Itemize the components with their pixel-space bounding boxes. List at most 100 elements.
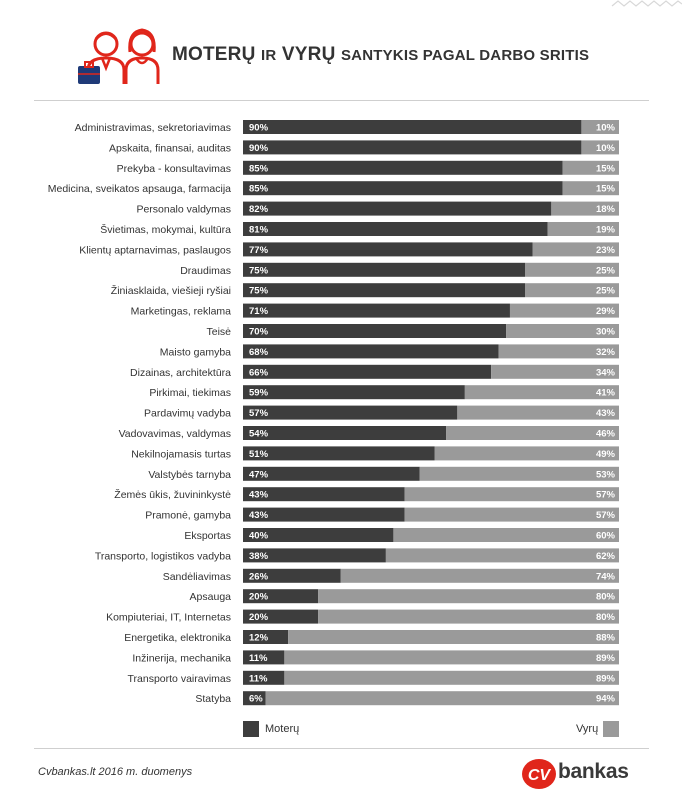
legend-swatch-men: [603, 721, 619, 737]
bar-men: [340, 568, 619, 583]
data-label-women: 71%: [249, 306, 269, 317]
data-label-men: 30%: [596, 327, 616, 338]
decorative-zigzag: [611, 0, 682, 7]
women-men-icon: [78, 28, 160, 84]
bar-men: [288, 630, 619, 644]
bar-women: [243, 609, 319, 624]
bar-men: [562, 160, 619, 175]
data-label-women: 20%: [249, 612, 269, 623]
data-label-men: 62%: [596, 551, 616, 562]
data-label-women: 54%: [249, 429, 269, 440]
data-label-women: 59%: [249, 388, 269, 399]
bar-men: [404, 487, 619, 502]
bar-men: [491, 364, 619, 379]
bar-women: [243, 181, 563, 196]
category-label: Pirkimai, tiekimas: [149, 387, 231, 399]
data-label-men: 89%: [596, 673, 616, 684]
data-label-men: 41%: [596, 388, 616, 399]
data-label-men: 53%: [596, 469, 616, 480]
bar-women: [243, 426, 447, 440]
bar-men: [547, 222, 619, 236]
legend-label-men: Vyrų: [576, 723, 599, 735]
bar-men: [506, 324, 619, 338]
category-label: Prekyba - konsultavimas: [117, 163, 231, 175]
data-label-men: 29%: [596, 306, 616, 317]
category-label: Energetika, elektronika: [124, 632, 231, 644]
data-label-women: 81%: [249, 225, 269, 236]
data-label-women: 12%: [249, 633, 269, 644]
bar-men: [525, 283, 619, 298]
category-label: Dizainas, architektūra: [130, 367, 231, 379]
bar-women: [243, 120, 582, 134]
bar-men: [318, 589, 619, 604]
category-label: Žemės ūkis, žuvininkystė: [114, 488, 231, 501]
data-label-women: 82%: [249, 204, 269, 215]
legend-label-women: Moterų: [265, 723, 300, 735]
bar-women: [243, 446, 435, 461]
data-label-men: 60%: [596, 531, 616, 542]
bar-women: [243, 385, 465, 400]
category-label: Transporto vairavimas: [128, 673, 231, 685]
cvbankas-logo: CV bankas: [520, 756, 629, 792]
category-label: Draudimas: [180, 265, 231, 277]
data-label-men: 49%: [596, 449, 616, 460]
bar-women: [243, 324, 507, 338]
data-label-women: 90%: [249, 123, 269, 134]
bar-women: [243, 670, 285, 685]
data-label-men: 19%: [596, 225, 616, 236]
bar-men: [464, 385, 619, 400]
data-label-men: 10%: [596, 143, 616, 154]
title-part-men: VYRŲ: [276, 44, 341, 65]
bar-women: [243, 691, 266, 706]
bar-men: [551, 201, 619, 216]
category-label: Apsauga: [190, 591, 232, 603]
title-part-women: MOTERŲ: [172, 44, 262, 65]
category-label: Apskaita, finansai, auditas: [109, 142, 231, 154]
source-note: Cvbankas.lt 2016 m. duomenys: [38, 766, 193, 778]
logo-bankas-text: bankas: [558, 760, 629, 783]
data-label-women: 51%: [249, 449, 269, 460]
category-label: Transporto, logistikos vadyba: [95, 550, 231, 562]
category-label: Medicina, sveikatos apsauga, farmacija: [48, 183, 231, 195]
data-label-women: 47%: [249, 469, 269, 480]
category-label: Valstybės tarnyba: [148, 469, 231, 481]
title-part-subject: SANTYKIS PAGAL DARBO SRITIS: [340, 47, 590, 64]
bar-men: [532, 242, 619, 257]
category-label: Pramonė, gamyba: [145, 510, 231, 522]
bar-men: [284, 650, 619, 665]
data-label-men: 89%: [596, 653, 616, 664]
category-label: Administravimas, sekretoriavimas: [75, 122, 231, 134]
bar-men: [446, 426, 619, 440]
bar-men: [393, 528, 619, 542]
bar-women: [243, 303, 510, 318]
bar-men: [385, 548, 619, 563]
data-label-women: 38%: [249, 551, 269, 562]
legend-swatch-women: [243, 721, 259, 737]
data-label-men: 80%: [596, 612, 616, 623]
data-label-men: 10%: [596, 123, 616, 134]
data-label-men: 94%: [596, 694, 616, 705]
stacked-bar-chart: Administravimas, sekretoriavimas 90% 10% Ap…: [48, 120, 619, 706]
bar-women: [243, 405, 458, 420]
bar-men: [581, 120, 619, 134]
bar-men: [509, 303, 619, 318]
data-label-women: 75%: [249, 265, 269, 276]
bar-women: [243, 487, 405, 502]
bar-women: [243, 568, 341, 583]
data-label-men: 88%: [596, 633, 616, 644]
data-label-women: 43%: [249, 510, 269, 521]
data-label-men: 43%: [596, 408, 616, 419]
data-label-women: 6%: [249, 694, 263, 705]
bar-men: [284, 670, 619, 685]
category-label: Eksportas: [184, 530, 231, 542]
data-label-women: 43%: [249, 490, 269, 501]
data-label-men: 32%: [596, 347, 616, 358]
data-label-men: 74%: [596, 571, 616, 582]
data-label-men: 23%: [596, 245, 616, 256]
bar-women: [243, 507, 405, 522]
bar-men: [318, 609, 619, 624]
bar-women: [243, 140, 582, 155]
bar-men: [498, 344, 619, 359]
data-label-women: 20%: [249, 592, 269, 603]
bar-women: [243, 242, 533, 257]
